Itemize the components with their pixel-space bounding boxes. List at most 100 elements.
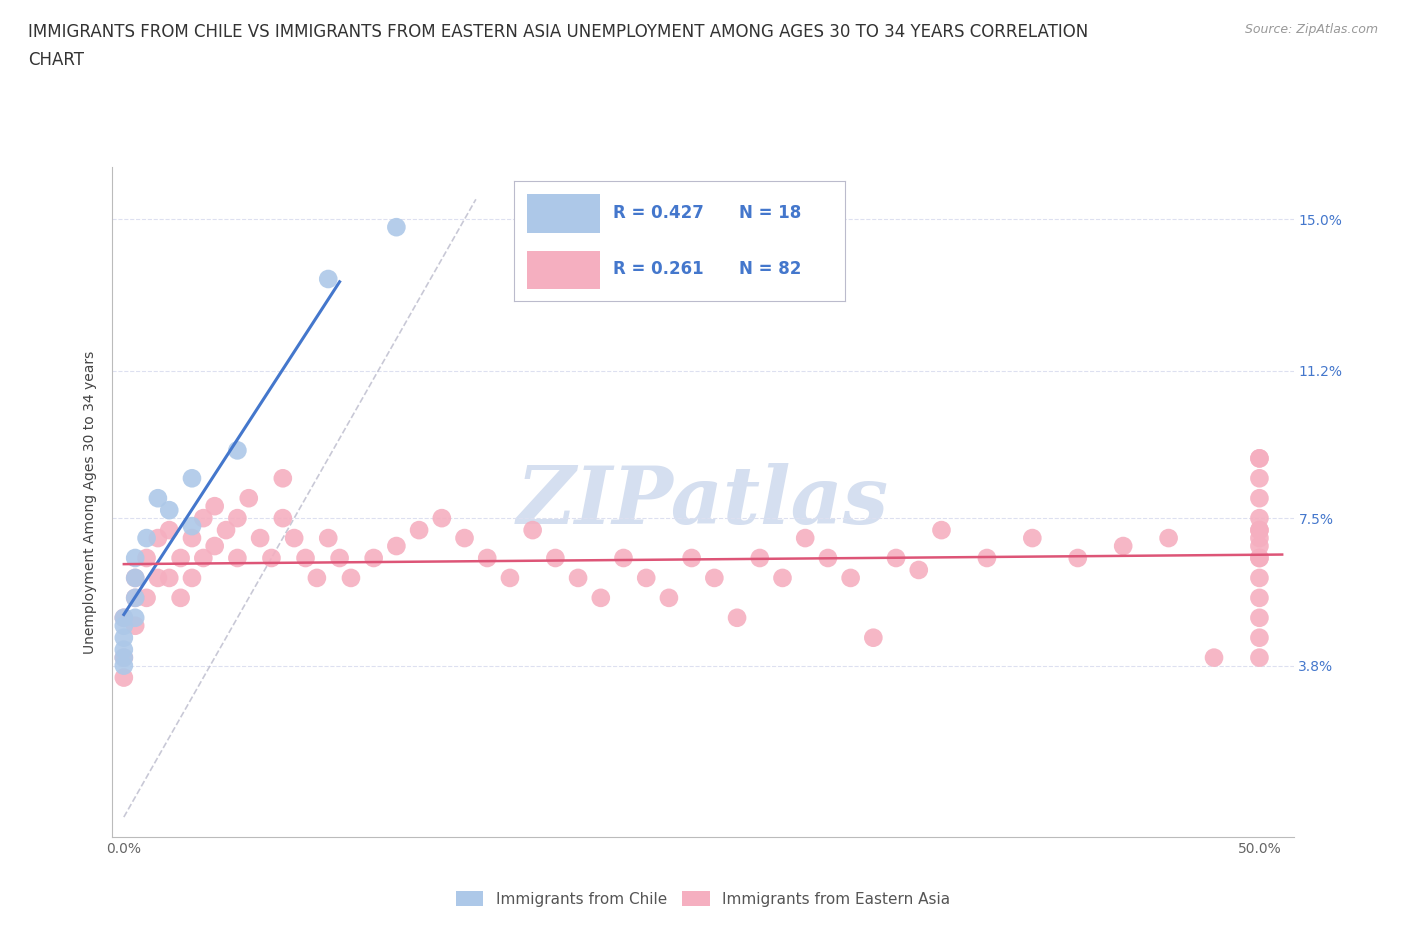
Point <box>135 591 157 605</box>
Point <box>589 591 612 605</box>
Point <box>294 551 316 565</box>
Point <box>862 631 884 645</box>
Point <box>204 498 226 513</box>
Point <box>477 551 499 565</box>
Point <box>204 538 226 553</box>
Point <box>181 570 204 585</box>
Point <box>1202 650 1225 665</box>
Point <box>363 551 385 565</box>
Point <box>725 610 748 625</box>
Point <box>703 570 725 585</box>
Point <box>658 591 681 605</box>
Point <box>135 551 157 565</box>
Point <box>112 631 135 645</box>
Point <box>1249 551 1271 565</box>
Point <box>271 511 294 525</box>
Point <box>1249 610 1271 625</box>
Y-axis label: Unemployment Among Ages 30 to 34 years: Unemployment Among Ages 30 to 34 years <box>83 351 97 654</box>
Point <box>340 570 363 585</box>
Point <box>112 618 135 633</box>
Point <box>124 570 146 585</box>
Point <box>1249 538 1271 553</box>
Point <box>817 551 839 565</box>
Point <box>636 570 658 585</box>
Point <box>146 491 169 506</box>
Point <box>169 551 191 565</box>
Text: Source: ZipAtlas.com: Source: ZipAtlas.com <box>1244 23 1378 36</box>
Point <box>1249 570 1271 585</box>
Point <box>1112 538 1135 553</box>
Point <box>839 570 862 585</box>
Point <box>112 643 135 658</box>
Point <box>1249 591 1271 605</box>
Point <box>1249 523 1271 538</box>
Point <box>226 443 249 458</box>
Point <box>1249 451 1271 466</box>
Point <box>1249 491 1271 506</box>
Point <box>226 551 249 565</box>
Point <box>271 471 294 485</box>
Point <box>1157 531 1180 546</box>
Point <box>146 570 169 585</box>
Point <box>1249 511 1271 525</box>
Point <box>112 650 135 665</box>
Point <box>157 523 180 538</box>
Point <box>124 591 146 605</box>
Point <box>181 531 204 546</box>
Point <box>612 551 634 565</box>
Point <box>135 531 157 546</box>
Point <box>499 570 522 585</box>
Point <box>1249 631 1271 645</box>
Point <box>238 491 260 506</box>
Point <box>931 523 953 538</box>
Point <box>316 272 339 286</box>
Point <box>112 610 135 625</box>
Point <box>385 538 408 553</box>
Point <box>748 551 770 565</box>
Text: IMMIGRANTS FROM CHILE VS IMMIGRANTS FROM EASTERN ASIA UNEMPLOYMENT AMONG AGES 30: IMMIGRANTS FROM CHILE VS IMMIGRANTS FROM… <box>28 23 1088 41</box>
Point <box>124 551 146 565</box>
Point <box>567 570 589 585</box>
Point <box>283 531 305 546</box>
Point <box>1249 551 1271 565</box>
Point <box>522 523 544 538</box>
Point <box>976 551 998 565</box>
Point <box>260 551 283 565</box>
Text: ZIPatlas: ZIPatlas <box>517 463 889 541</box>
Point <box>907 563 929 578</box>
Point <box>408 523 430 538</box>
Point <box>453 531 475 546</box>
Point <box>181 519 204 534</box>
Point <box>316 531 339 546</box>
Point <box>124 591 146 605</box>
Point <box>193 511 215 525</box>
Point <box>430 511 453 525</box>
Point <box>305 570 328 585</box>
Point <box>681 551 703 565</box>
Point <box>1249 523 1271 538</box>
Point <box>226 511 249 525</box>
Point <box>112 658 135 673</box>
Point <box>772 570 794 585</box>
Text: CHART: CHART <box>28 51 84 69</box>
Point <box>157 503 180 518</box>
Point <box>112 650 135 665</box>
Point <box>884 551 907 565</box>
Point <box>112 671 135 685</box>
Point <box>329 551 352 565</box>
Point <box>249 531 271 546</box>
Point <box>1249 451 1271 466</box>
Point <box>124 610 146 625</box>
Point <box>1067 551 1090 565</box>
Point <box>1249 471 1271 485</box>
Point <box>124 570 146 585</box>
Point <box>1249 650 1271 665</box>
Point <box>169 591 191 605</box>
Point <box>385 219 408 234</box>
Point <box>1249 531 1271 546</box>
Point <box>1021 531 1043 546</box>
Point <box>112 610 135 625</box>
Point <box>124 618 146 633</box>
Point <box>215 523 238 538</box>
Point <box>181 471 204 485</box>
